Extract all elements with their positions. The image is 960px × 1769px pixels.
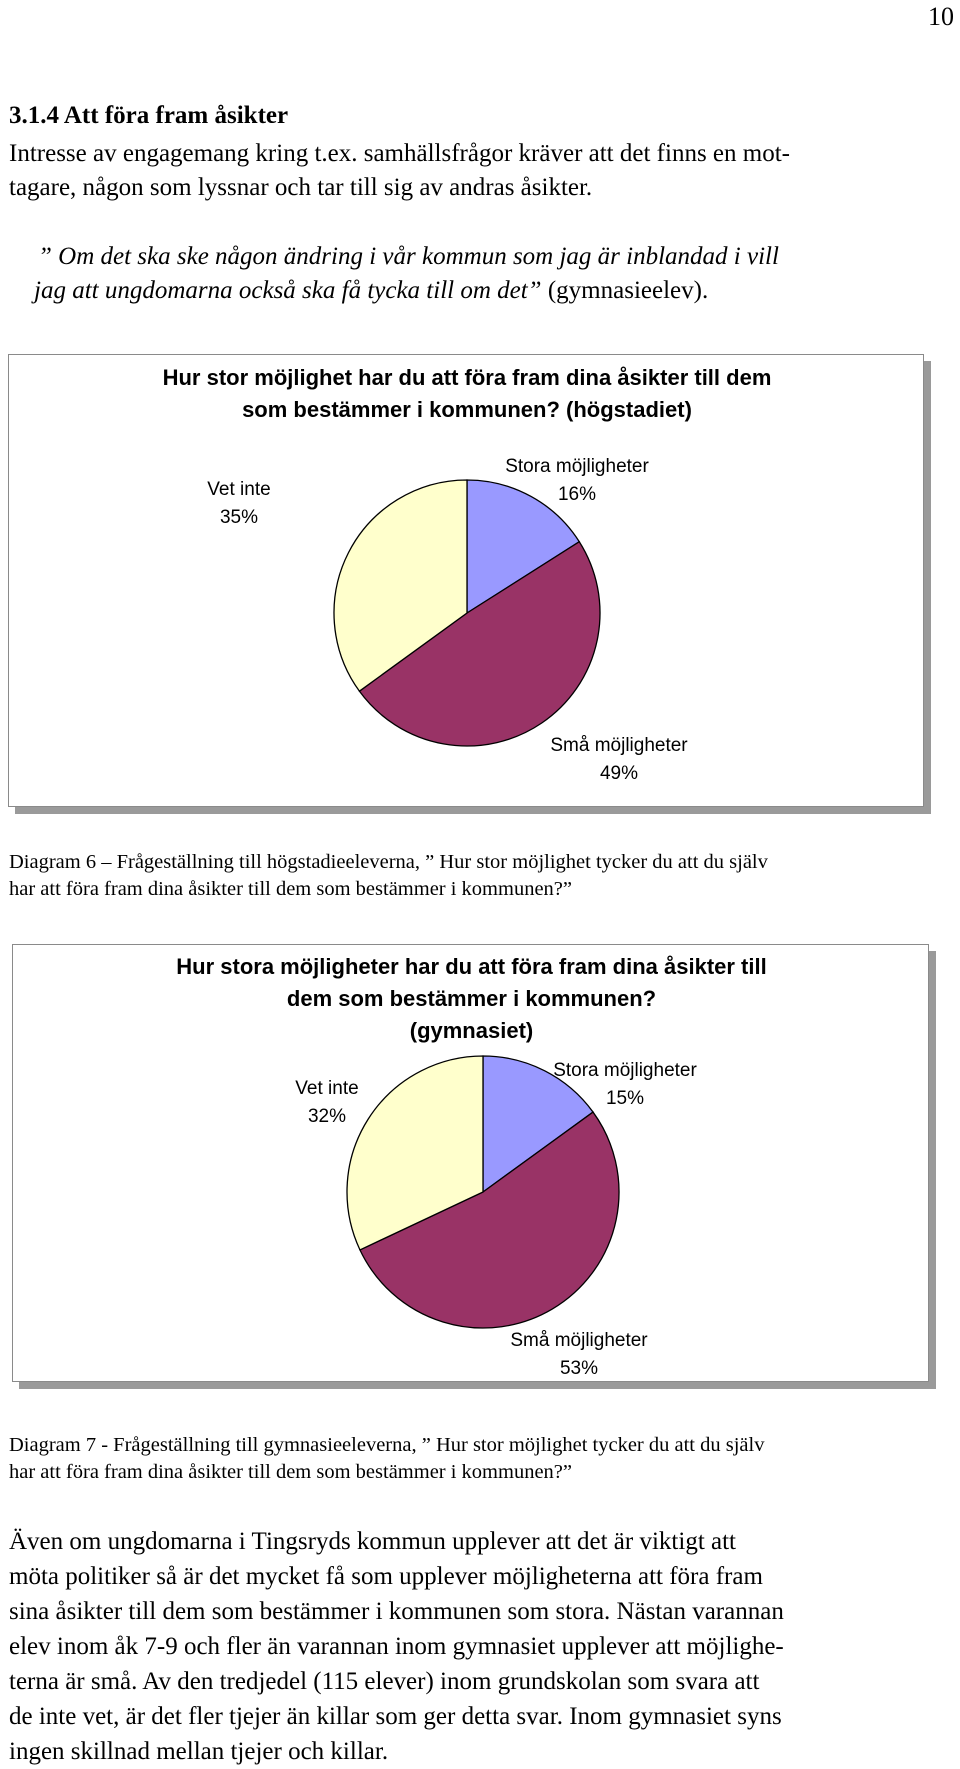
body-line: de inte vet, är det fler tjejer än killa… <box>9 1703 782 1730</box>
chart2-label-sma: Små möjligheter 53% <box>479 1327 679 1383</box>
chart2-frame: Hur stora möjligheter har du att föra fr… <box>12 944 929 1382</box>
slice-label-value: 35% <box>219 507 259 528</box>
chart1-pie <box>333 479 601 747</box>
slice-label-value: 16% <box>557 484 597 505</box>
chart2-caption: Diagram 7 - Frågeställning till gymnasie… <box>9 1432 954 1486</box>
quote-line: ” Om det ska ske någon ändring i vår kom… <box>38 240 958 274</box>
slice-label-name: Stora möjligheter <box>505 456 649 477</box>
chart1-frame: Hur stor möjlighet har du att föra fram … <box>8 354 924 807</box>
quote-line: jag att ungdomarna också ska få tycka ti… <box>34 274 958 308</box>
chart1-label-stora: Stora möjligheter 16% <box>477 453 677 509</box>
chart2-title: Hur stora möjligheter har du att föra fr… <box>13 951 930 1047</box>
caption-line: har att föra fram dina åsikter till dem … <box>9 878 572 900</box>
chart2-title-line: Hur stora möjligheter har du att föra fr… <box>176 954 767 979</box>
chart2-slice-vet-inte <box>346 1055 484 1251</box>
quote-text: jag att ungdomarna också ska få tycka ti… <box>34 277 542 304</box>
body-line: sina åsikter till dem som bestämmer i ko… <box>9 1598 784 1625</box>
chart1-slice-sma-mojligheter <box>358 540 601 747</box>
intro-line: Intresse av engagemang kring t.ex. samhä… <box>9 140 790 167</box>
chart1-label-vet-inte: Vet inte 35% <box>169 476 309 532</box>
chart1-caption: Diagram 6 – Frågeställning till högstadi… <box>9 849 954 903</box>
intro-line: tagare, någon som lyssnar och tar till s… <box>9 174 593 201</box>
slice-label-value: 49% <box>599 763 639 784</box>
body-line: ingen skillnad mellan tjejer och killar. <box>9 1738 389 1765</box>
quote-text: ” Om det ska ske någon ändring i vår kom… <box>38 243 779 270</box>
section-heading: 3.1.4 Att föra fram åsikter <box>9 102 289 129</box>
chart2-slice-sma-mojligheter <box>359 1111 620 1329</box>
chart2-title-line: (gymnasiet) <box>409 1018 534 1043</box>
chart2-slice-stora-mojligheter <box>482 1055 594 1194</box>
slice-label-value: 32% <box>307 1106 347 1127</box>
slice-label-name: Små möjligheter <box>550 735 688 756</box>
chart1-title-line: som bestämmer i kommunen? (högstadiet) <box>242 397 692 422</box>
body-line: möta politiker så är det mycket få som u… <box>9 1563 763 1590</box>
slice-label-value: 53% <box>559 1358 599 1379</box>
chart1-title: Hur stor möjlighet har du att föra fram … <box>9 362 925 426</box>
slice-label-name: Stora möjligheter <box>553 1060 697 1081</box>
slice-label-value: 15% <box>605 1088 645 1109</box>
body-line: terna är små. Av den tredjedel (115 elev… <box>9 1668 760 1695</box>
slice-label-name: Vet inte <box>207 479 271 500</box>
intro-paragraph: Intresse av engagemang kring t.ex. samhä… <box>9 137 949 205</box>
page-number: 10 <box>928 2 954 31</box>
body-paragraph: Även om ungdomarna i Tingsryds kommun up… <box>9 1524 954 1769</box>
body-line: Även om ungdomarna i Tingsryds kommun up… <box>9 1528 737 1555</box>
chart1-slice-vet-inte <box>333 479 468 693</box>
chart1-label-sma: Små möjligheter 49% <box>519 732 719 788</box>
caption-line: Diagram 7 - Frågeställning till gymnasie… <box>9 1434 765 1456</box>
caption-line: har att föra fram dina åsikter till dem … <box>9 1461 572 1483</box>
caption-line: Diagram 6 – Frågeställning till högstadi… <box>9 851 768 873</box>
chart1-slice-stora-mojligheter <box>466 479 581 615</box>
slice-label-name: Vet inte <box>295 1078 359 1099</box>
slice-label-name: Små möjligheter <box>510 1330 648 1351</box>
chart2-label-stora: Stora möjligheter 15% <box>525 1057 725 1113</box>
body-line: elev inom åk 7-9 och fler än varannan in… <box>9 1633 784 1660</box>
quote-source: (gymnasieelev). <box>541 277 709 304</box>
chart1-title-line: Hur stor möjlighet har du att föra fram … <box>162 365 772 390</box>
student-quote: ” Om det ska ske någon ändring i vår kom… <box>34 240 958 308</box>
chart2-pie <box>346 1055 620 1329</box>
chart2-title-line: dem som bestämmer i kommunen? <box>286 986 657 1011</box>
chart2-label-vet-inte: Vet inte 32% <box>267 1075 387 1131</box>
